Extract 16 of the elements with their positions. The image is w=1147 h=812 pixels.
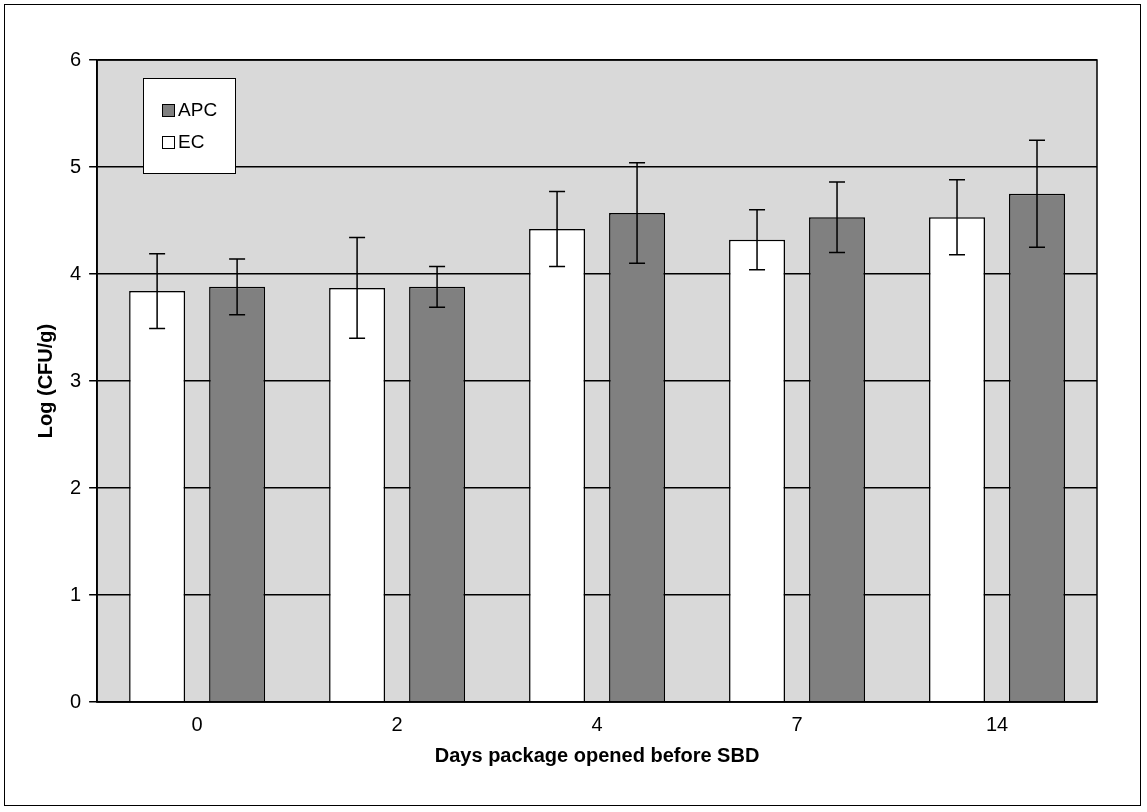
legend-label: APC	[178, 99, 218, 121]
x-tick-label: 4	[591, 712, 603, 735]
y-tick-label: 0	[70, 689, 82, 712]
x-axis-title: Days package opened before SBD	[434, 743, 760, 766]
y-tick-label: 4	[70, 261, 82, 284]
y-tick-label: 3	[70, 368, 82, 391]
y-axis-title: Log (CFU/g)	[33, 323, 56, 439]
legend-label: EC	[178, 131, 205, 153]
y-tick-label: 5	[70, 154, 82, 177]
x-tick-label: 2	[391, 712, 403, 735]
x-tick-label: 7	[791, 712, 803, 735]
x-tick-label: 0	[191, 712, 203, 735]
x-tick-label: 14	[985, 712, 1009, 735]
y-tick-label: 6	[70, 47, 82, 70]
y-tick-label: 2	[70, 475, 82, 498]
y-tick-label: 1	[70, 582, 82, 605]
